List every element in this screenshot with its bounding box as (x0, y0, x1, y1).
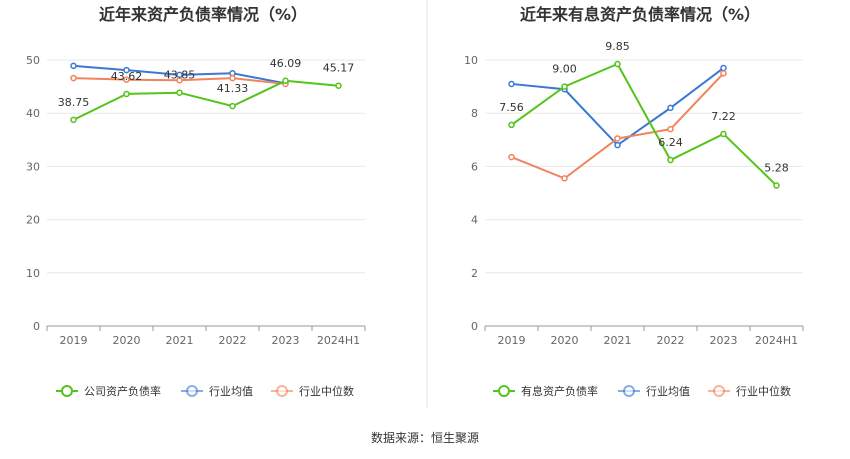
x-tick-label: 2024H1 (755, 334, 798, 347)
series-line (511, 72, 725, 180)
x-tick-label: 2019 (498, 334, 526, 347)
legend-item[interactable]: 公司资产负债率 (56, 384, 161, 398)
data-point (614, 141, 621, 149)
legend-item[interactable]: 有息资产负债率 (493, 384, 598, 398)
data-label: 7.22 (711, 110, 736, 123)
chart-title: 近年来有息资产负债率情况（%） (520, 5, 760, 24)
data-label: 46.09 (270, 57, 302, 70)
data-point (70, 62, 77, 70)
data-point (667, 125, 674, 133)
data-label: 45.17 (323, 62, 355, 75)
legend-swatch-marker (186, 385, 198, 397)
y-tick-label: 4 (471, 214, 478, 227)
legend-item[interactable]: 行业中位数 (271, 384, 354, 398)
legend-label: 行业中位数 (299, 384, 354, 398)
legend-swatch-marker (713, 385, 725, 397)
data-point (614, 135, 621, 142)
data-label: 9.00 (552, 63, 577, 76)
x-tick-label: 2019 (60, 334, 88, 347)
y-tick-label: 8 (471, 107, 478, 120)
y-tick-label: 2 (471, 267, 478, 280)
y-tick-label: 20 (26, 214, 40, 227)
x-tick-label: 2023 (710, 334, 738, 347)
x-tick-label: 2022 (657, 334, 685, 347)
data-point (70, 74, 77, 82)
x-tick-label: 2023 (272, 334, 300, 347)
data-label: 38.75 (58, 96, 90, 109)
data-point (335, 82, 342, 89)
chart-debt-ratio: 近年来资产负债率情况（%） 0 10 20 30 40 50 2019 2020 2021 2022… (26, 5, 366, 398)
data-point (229, 74, 236, 82)
data-point (561, 83, 568, 90)
y-tick-label: 6 (471, 160, 478, 173)
y-tick-label: 0 (33, 320, 40, 333)
data-point (614, 60, 621, 68)
legend-item[interactable]: 行业中位数 (708, 384, 791, 398)
data-point (123, 76, 130, 83)
data-point (561, 175, 568, 182)
legend-item[interactable]: 行业均值 (618, 385, 690, 398)
legend-label: 行业均值 (646, 385, 690, 398)
y-tick-label: 50 (26, 54, 40, 67)
series-line (510, 62, 778, 187)
x-tick-label: 2024H1 (317, 334, 360, 347)
x-tick-label: 2022 (219, 334, 247, 347)
y-tick-label: 40 (26, 107, 40, 120)
data-label: 43.85 (164, 69, 196, 82)
legend-swatch-marker (498, 385, 510, 397)
data-point (176, 89, 183, 96)
data-point (123, 90, 130, 98)
data-point (282, 77, 289, 85)
legend-label: 有息资产负债率 (521, 384, 598, 398)
data-label: 41.33 (217, 82, 249, 95)
chart-title: 近年来资产负债率情况（%） (99, 5, 307, 24)
legend-swatch-marker (623, 385, 635, 397)
data-point (70, 116, 77, 124)
legend-swatch-marker (61, 385, 73, 397)
data-point (508, 121, 515, 129)
legend-swatch-marker (276, 385, 288, 397)
data-point (229, 102, 236, 110)
data-label: 43.62 (111, 70, 143, 83)
y-tick-label: 10 (464, 54, 478, 67)
data-point (667, 156, 674, 164)
data-point (508, 153, 515, 161)
y-tick-label: 10 (26, 267, 40, 280)
y-tick-label: 0 (471, 320, 478, 333)
source-note: 数据来源：恒生聚源 (370, 431, 479, 445)
data-point (123, 66, 130, 74)
legend-item[interactable]: 行业均值 (181, 385, 253, 398)
data-point (667, 104, 674, 112)
legend-label: 公司资产负债率 (84, 384, 161, 398)
x-tick-label: 2020 (551, 334, 579, 347)
x-tick-label: 2020 (113, 334, 141, 347)
x-tick-label: 2021 (166, 334, 194, 347)
y-tick-label: 30 (26, 160, 40, 173)
data-point (176, 76, 183, 84)
data-point (720, 64, 727, 72)
data-label: 7.56 (499, 101, 524, 114)
x-tick-label: 2021 (604, 334, 632, 347)
data-point (720, 70, 727, 77)
data-label: 9.85 (605, 40, 630, 53)
chart-interest-debt-ratio: 近年来有息资产负债率情况（%） 0 2 4 6 8 10 2019 2020 2021 2022 20… (464, 5, 804, 398)
data-point (508, 80, 515, 88)
legend-label: 行业中位数 (736, 384, 791, 398)
data-point (773, 182, 780, 189)
data-label: 5.28 (764, 162, 789, 175)
legend-label: 行业均值 (209, 385, 253, 398)
series-line (73, 79, 339, 121)
data-label: 6.24 (658, 136, 683, 149)
data-point (720, 130, 727, 138)
